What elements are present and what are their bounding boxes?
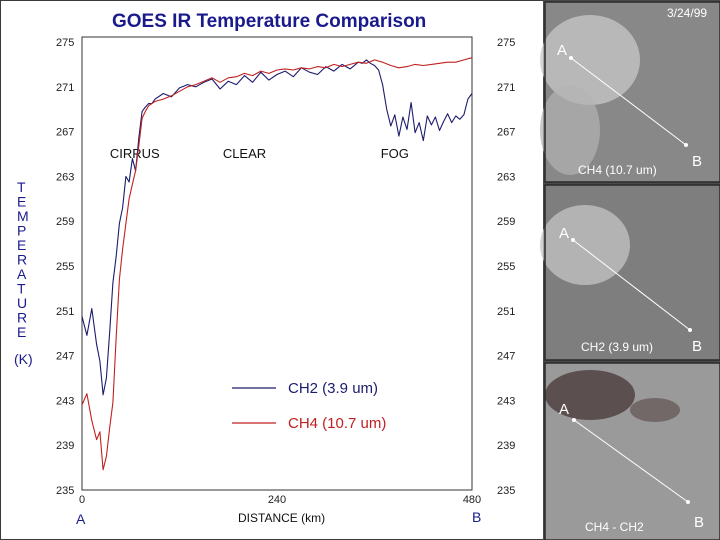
- imagery-panel-ch4: A B CH4 (10.7 um) 3/24/99: [540, 1, 720, 183]
- y-ticks-left: 275 271 267 263 259 255 251 247 243 239 235: [56, 37, 74, 497]
- panel-ch2-point-b-marker: [688, 328, 692, 332]
- panel-ch4-point-a-marker: [569, 56, 573, 60]
- y-tick-label-left: 251: [56, 306, 74, 318]
- x-ticks: 0 240 480: [79, 494, 481, 506]
- chart-title-bold: GOES IR: [112, 11, 191, 32]
- y-tick-label-left: 267: [56, 127, 74, 139]
- panel-diff-point-b: B: [694, 514, 704, 531]
- panel-diff-transect: [573, 419, 689, 503]
- y-tick-label-right: 239: [497, 440, 515, 452]
- y-axis-label-letter: E: [17, 237, 26, 253]
- y-axis-label-letter: T: [17, 281, 26, 297]
- x-tick-label: 480: [463, 494, 481, 506]
- y-tick-label-left: 243: [56, 395, 74, 407]
- y-tick-label-right: 263: [497, 171, 515, 183]
- y-tick-label-left: 263: [56, 171, 74, 183]
- panel-diff-point-b-marker: [686, 500, 690, 504]
- legend-label-ch2: CH2 (3.9 um): [288, 380, 378, 397]
- panel-ch4-cloud: [540, 15, 640, 105]
- y-tick-label-right: 235: [497, 485, 515, 497]
- series-line-ch2: [81, 59, 473, 396]
- y-tick-label-left: 271: [56, 82, 74, 94]
- panel-diff-point-a-marker: [572, 418, 576, 422]
- region-label: FOG: [381, 146, 409, 161]
- imagery-panel-ch2: A B CH2 (3.9 um): [540, 184, 720, 361]
- x-end-label: B: [472, 509, 481, 525]
- imagery-panel-difference: A B CH4 - CH2: [544, 362, 720, 540]
- y-axis-label-letter: U: [17, 295, 27, 311]
- y-axis-label-letter: E: [17, 194, 26, 210]
- y-axis-label-letter: T: [17, 179, 26, 195]
- y-tick-label-left: 247: [56, 351, 74, 363]
- x-axis-label: DISTANCE (km): [238, 511, 325, 525]
- y-axis-label-letter: P: [17, 223, 26, 239]
- y-tick-label-right: 251: [497, 306, 515, 318]
- panel-ch2-label: CH2 (3.9 um): [581, 340, 653, 354]
- y-axis-label-letter: R: [17, 252, 27, 268]
- y-tick-label-right: 259: [497, 216, 515, 228]
- chart-title-rest: Temperature Comparison: [191, 11, 426, 32]
- y-tick-label-right: 271: [497, 82, 515, 94]
- panel-ch2-border: [544, 184, 720, 361]
- panel-diff-dark-area-2: [630, 398, 680, 422]
- y-tick-label-right: 243: [497, 395, 515, 407]
- panel-ch4-border: [544, 1, 720, 183]
- y-axis-label-letter: A: [17, 266, 27, 282]
- x-start-label: A: [76, 511, 86, 527]
- y-ticks-right: 275 271 267 263 259 255 251 247 243 239 235: [497, 37, 515, 497]
- y-tick-label-left: 235: [56, 485, 74, 497]
- panel-ch4-point-b-marker: [684, 143, 688, 147]
- panel-ch2-point-b: B: [692, 338, 702, 355]
- y-tick-label-left: 275: [56, 37, 74, 49]
- chart-title: GOES IR Temperature Comparison: [112, 11, 426, 32]
- y-tick-label-right: 247: [497, 351, 515, 363]
- y-tick-label-left: 259: [56, 216, 74, 228]
- region-labels: CIRRUS CLEAR FOG: [110, 146, 409, 161]
- panel-ch2-cloud: [540, 205, 630, 285]
- panel-ch2-transect: [572, 239, 691, 331]
- legend: CH2 (3.9 um) CH4 (10.7 um): [232, 380, 386, 432]
- imagery-date: 3/24/99: [667, 6, 707, 20]
- plot-area: [81, 36, 473, 491]
- panel-ch4-label: CH4 (10.7 um): [578, 163, 657, 177]
- y-tick-label-right: 275: [497, 37, 515, 49]
- series-lines: [81, 57, 473, 471]
- panel-diff-label: CH4 - CH2: [585, 520, 644, 534]
- region-label: CLEAR: [223, 146, 266, 161]
- y-tick-label-right: 267: [497, 127, 515, 139]
- x-tick-label: 0: [79, 494, 85, 506]
- panel-ch2-point-a-marker: [571, 238, 575, 242]
- y-axis-unit: (K): [14, 351, 33, 367]
- legend-label-ch4: CH4 (10.7 um): [288, 415, 386, 432]
- series-line-ch4: [81, 57, 473, 471]
- region-label: CIRRUS: [110, 146, 160, 161]
- y-tick-label-right: 255: [497, 261, 515, 273]
- panel-ch4-transect: [570, 57, 687, 146]
- y-tick-label-left: 239: [56, 440, 74, 452]
- panel-ch4-point-b: B: [692, 153, 702, 170]
- panel-diff-point-a: A: [559, 401, 569, 418]
- y-axis-label-letter: M: [17, 208, 29, 224]
- panel-ch4-point-a: A: [557, 42, 567, 59]
- panel-diff-border: [544, 362, 720, 540]
- y-axis-label-letter: E: [17, 324, 26, 340]
- satellite-imagery-column: A B CH4 (10.7 um) 3/24/99 A B CH2 (3.9 u…: [540, 0, 720, 540]
- y-axis-label-letter: R: [17, 310, 27, 326]
- panel-diff-dark-area: [545, 370, 635, 420]
- panel-ch2-point-a: A: [559, 225, 569, 242]
- y-tick-label-left: 255: [56, 261, 74, 273]
- x-tick-label: 240: [268, 494, 286, 506]
- panel-ch4-cloud-2: [540, 85, 600, 175]
